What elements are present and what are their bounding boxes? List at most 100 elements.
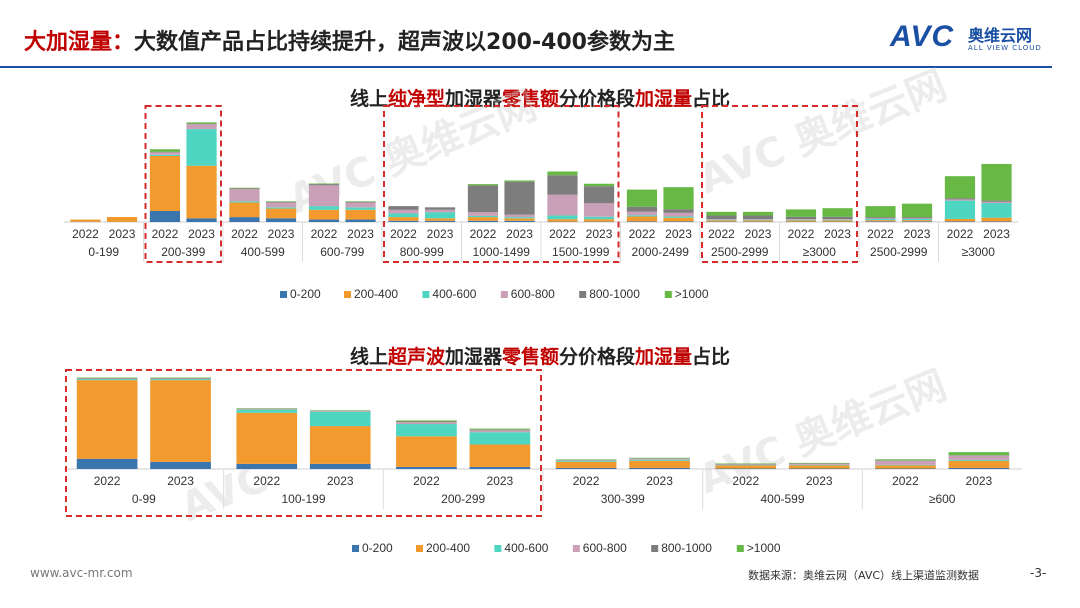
chart2-legend-swatch <box>651 545 659 552</box>
chart1-bar-≥3000-2022-600-800 <box>785 219 817 220</box>
chart1-year-label: 2023 <box>109 227 136 241</box>
chart1-year-label: 2023 <box>268 227 295 241</box>
chart1-title-p1: 纯净型 <box>387 88 445 110</box>
chart1-highlight-box <box>383 105 620 263</box>
chart2-bar-200-299-2023-800-1000 <box>469 429 531 431</box>
chart1-bar-400-599-2022-600-800 <box>229 189 260 202</box>
chart1-year-label: 2022 <box>390 227 417 241</box>
footer-source: 数据来源：奥维云网（AVC）线上渠道监测数据 <box>748 569 980 582</box>
page-title-rest: 大数值产品占比持续提升，超声波以200-400参数为主 <box>134 30 675 55</box>
chart1-year-label: 2023 <box>983 227 1010 241</box>
chart2-group-label: 0-99 <box>132 492 156 506</box>
chart1-bar-2500-2999-2023->1000 <box>742 211 774 216</box>
chart2-title-p3: 零售额 <box>501 346 559 368</box>
chart2-legend-label: 0-200 <box>362 541 393 555</box>
chart1-bar-1500-1999-2022-800-1000 <box>547 175 578 195</box>
chart1-bar-1500-1999-2023-800-1000 <box>583 186 615 204</box>
chart1-bar-600-799-2023-800-1000 <box>345 201 376 203</box>
chart1-bar-800-999-2023-600-800 <box>424 209 456 213</box>
chart1-bar-≥3000-2022->1000 <box>944 176 976 199</box>
chart1-bar-2500-2999-2023-400-600 <box>742 219 774 221</box>
chart1-bar-≥3000-2022-800-1000 <box>944 198 976 200</box>
chart1-bar-2500-2999-2023-200-400 <box>742 220 774 222</box>
chart1-year-label: 2022 <box>629 227 656 241</box>
chart1-year-label: 2023 <box>188 227 215 241</box>
chart2-legend-label: 400-600 <box>504 541 548 555</box>
chart1-bar-≥3000-2023-200-400 <box>981 217 1012 222</box>
chart2-year-label: 2023 <box>806 474 833 488</box>
chart1-year-label: 2023 <box>824 227 851 241</box>
chart1-bar-2500-2999-2022-400-600 <box>865 218 896 221</box>
chart1-bar-400-599-2023-800-1000 <box>265 201 297 203</box>
chart2-bar-100-199-2023-400-600 <box>309 411 371 427</box>
chart1-bar-1500-1999-2023-400-600 <box>583 216 615 220</box>
chart1-group-label: ≥3000 <box>803 245 837 259</box>
chart1-year-label: 2022 <box>152 227 179 241</box>
chart1-bar-1000-1499-2023-800-1000 <box>504 181 535 215</box>
chart1-legend-swatch <box>344 291 351 298</box>
chart1-highlight-box <box>144 105 222 263</box>
chart2-title-p4: 分价格段 <box>559 346 636 368</box>
chart2-bar-300-399-2023-0-200 <box>629 467 690 469</box>
chart1-bar-2500-2999-2022-200-400 <box>706 220 737 222</box>
chart1-bar-600-799-2022-200-400 <box>308 209 340 220</box>
chart1-bar-≥3000-2022-400-600 <box>944 200 976 219</box>
chart2-legend-label: 600-800 <box>583 541 627 555</box>
chart2-group-label: 100-199 <box>281 492 325 506</box>
chart2-legend-swatch <box>352 545 359 552</box>
chart1-bar-2500-2999-2022-400-600 <box>706 219 737 221</box>
chart2-year-label: 2022 <box>94 474 121 488</box>
chart2-bar-≥600-2023-600-800 <box>948 455 1010 460</box>
chart1-title-p0: 线上 <box>349 88 388 110</box>
chart1-year-label: 2022 <box>549 227 576 241</box>
chart1-bar-0-199-2023-200-400 <box>106 216 138 222</box>
chart1-bar-600-799-2022-600-800 <box>308 185 340 207</box>
chart1-bar-2500-2999-2023-200-400 <box>901 220 933 222</box>
chart1-bar-2500-2999-2022->1000 <box>865 206 896 218</box>
chart1-bar-200-399-2023-800-1000 <box>186 123 217 125</box>
chart1-bar-≥3000-2022-200-400 <box>785 220 817 222</box>
page-title-accent: 大加湿量： <box>24 30 135 55</box>
chart1-bar-2500-2999-2022-200-400 <box>865 220 896 222</box>
chart1-bar-2000-2499-2022-200-400 <box>626 216 658 222</box>
chart2-bar-300-399-2023-600-800 <box>629 458 690 460</box>
chart1-group-label: 2000-2499 <box>632 245 690 259</box>
chart1-bar-2000-2499-2023-200-400 <box>663 217 694 222</box>
chart1-bar-600-799-2023-600-800 <box>345 202 376 208</box>
chart2-bar-0-99-2022-200-400 <box>76 380 138 459</box>
chart1-bar-400-599-2022-200-400 <box>229 202 260 218</box>
chart1-group-label: 2500-2999 <box>711 245 769 259</box>
chart2-bar-≥600-2022-800-1000 <box>875 460 936 461</box>
chart1-year-label: 2022 <box>470 227 497 241</box>
chart1-bar-200-399-2022-0-200 <box>149 211 181 222</box>
footer-website[interactable]: www.avc-mr.com <box>30 566 133 580</box>
chart1-bar-2000-2499-2022-400-600 <box>626 215 658 217</box>
chart2-title-p6: 占比 <box>692 346 731 368</box>
chart2-legend-label: >1000 <box>747 541 781 555</box>
chart1-bar-800-999-2022-0-200 <box>388 220 419 222</box>
chart1-bar-800-999-2022-800-1000 <box>388 206 419 210</box>
chart2-bar-300-399-2022-200-400 <box>555 461 617 468</box>
chart2-bar-≥600-2022-0-200 <box>875 468 936 469</box>
chart2-bar-100-199-2023-800-1000 <box>309 410 371 412</box>
chart1-bar-400-599-2022-800-1000 <box>229 188 260 189</box>
chart1-bar-800-999-2023-0-200 <box>424 220 456 222</box>
chart2-title-p1: 超声波 <box>387 346 445 368</box>
chart1-bar-2000-2499-2023-800-1000 <box>663 209 694 213</box>
chart2-legend-label: 800-1000 <box>661 541 712 555</box>
chart2-bar-200-299-2022-0-200 <box>396 466 457 469</box>
chart2-group-label: ≥600 <box>929 492 956 506</box>
chart2-year-label: 2022 <box>253 474 280 488</box>
chart1-group-label: 2500-2999 <box>870 245 928 259</box>
chart1-bar-≥3000-2023-0-200 <box>981 221 1012 222</box>
chart1-group-label: 200-399 <box>161 245 205 259</box>
chart1-bar-2500-2999-2023-800-1000 <box>742 215 774 220</box>
chart2-year-label: 2023 <box>167 474 194 488</box>
chart2-bar-≥600-2022-600-800 <box>875 460 936 465</box>
chart1-bar-800-999-2023-200-400 <box>424 218 456 221</box>
chart1-bar-≥3000-2023-800-1000 <box>822 216 853 220</box>
chart2-legend-label: 200-400 <box>426 541 470 555</box>
chart1-bar-600-799-2022-400-600 <box>308 206 340 210</box>
